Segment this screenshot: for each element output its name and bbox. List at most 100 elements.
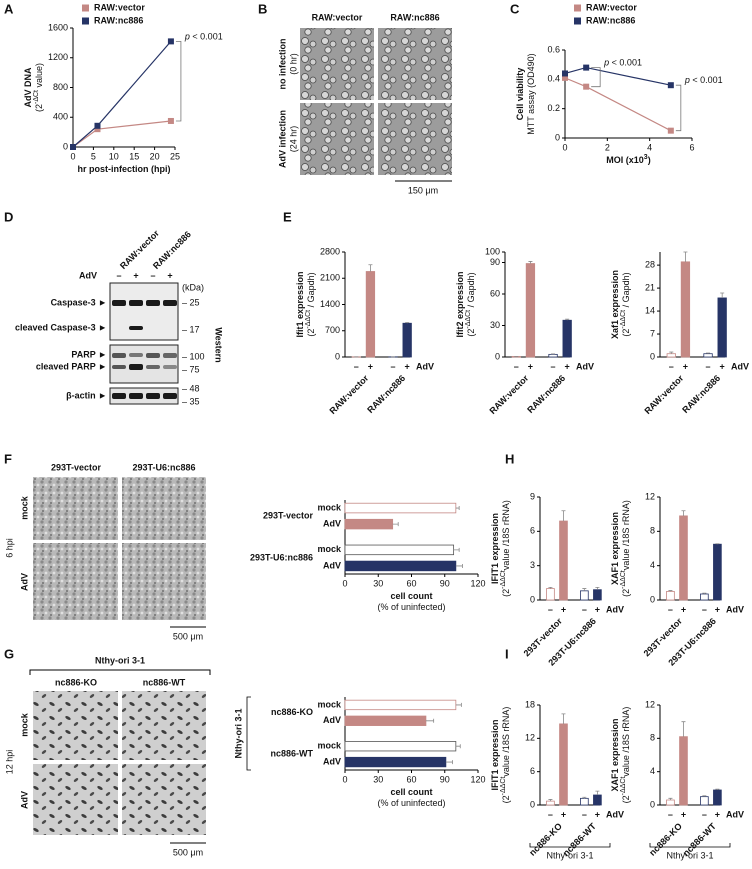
bar	[548, 353, 558, 358]
group-label: RAW:nc886	[365, 373, 407, 415]
y-axis-note: (2-ΔΔCtvalue /18S rRNA)	[500, 500, 512, 597]
bar	[562, 319, 572, 358]
y-axis-note: (2-ΔΔCt / Gapdh)	[305, 272, 317, 336]
x-tick-label: 6	[689, 142, 694, 152]
micrograph	[122, 691, 206, 760]
series-line	[564, 66, 671, 86]
legend-label: RAW:nc886	[94, 15, 143, 25]
category-label: +	[595, 604, 600, 614]
footer-label: Nthy-ori 3-1	[546, 850, 593, 860]
y-tick-label: 0	[650, 594, 655, 604]
y-tick-label: 700	[325, 325, 340, 335]
micrograph	[33, 764, 118, 835]
y-axis-label: Ifit2 expression	[455, 271, 465, 337]
category-label: –	[548, 604, 553, 614]
group-label: nc886-WT	[270, 749, 313, 759]
group-label: RAW:vector	[487, 373, 530, 416]
y-tick-label: 1400	[320, 299, 340, 309]
category-label: mock	[317, 502, 342, 512]
y-tick-label: 4	[650, 766, 655, 776]
x-axis-label-part: cell count	[390, 591, 432, 601]
marker-label: – 75	[182, 364, 200, 374]
micrograph	[122, 543, 206, 620]
error-bar	[453, 547, 460, 552]
category-label: –	[354, 361, 359, 371]
category-label: –	[582, 809, 587, 819]
category-label: –	[706, 361, 711, 371]
y-axis-note-part: -ΔΔCt	[500, 570, 507, 589]
error-bar	[582, 588, 587, 591]
y-axis-note-part: -ΔΔCt	[305, 310, 312, 329]
y-axis-note-part: value /18S rRNA)	[501, 500, 511, 570]
x-axis-label: cell count	[390, 787, 432, 797]
legend-label: RAW:vector	[94, 2, 145, 12]
annotation-part: < 0.001	[190, 32, 223, 42]
bar	[679, 515, 688, 601]
annotation-part: p	[184, 32, 190, 42]
marker-label: – 100	[182, 351, 205, 361]
x-axis-note: (% of uninfected)	[377, 602, 445, 612]
panel-label: H	[505, 451, 514, 466]
panel-label: F	[4, 451, 12, 466]
row-label: (0 hr)	[288, 53, 298, 75]
blot	[109, 387, 179, 405]
error-bar	[668, 797, 673, 800]
y-tick-label: 21	[645, 282, 655, 292]
y-axis-label: Xaf1 expression	[610, 270, 620, 339]
y-axis-note-part: (2	[466, 329, 476, 337]
row-label: mock	[19, 495, 29, 520]
micrograph	[378, 28, 452, 100]
category-label: mock	[317, 544, 342, 554]
y-axis-note-part: (2	[501, 795, 511, 803]
bar	[344, 502, 457, 514]
bar	[713, 789, 722, 806]
category-label: mock	[317, 699, 342, 709]
annotation-part: < 0.001	[690, 76, 723, 86]
x-tick-label: 0	[70, 151, 75, 161]
y-tick-label: 100	[485, 246, 500, 256]
marker-label: – 25	[182, 297, 200, 307]
y-tick-label: 7	[650, 328, 655, 338]
legend-marker	[574, 17, 581, 25]
marker-label: – 35	[182, 396, 200, 406]
x-axis-label-part: MOI (x10	[606, 155, 644, 165]
category-label: AdV	[323, 519, 341, 529]
panel-label: G	[4, 646, 14, 661]
factor-label: AdV	[731, 361, 749, 371]
point	[94, 126, 101, 133]
category-label: mock	[317, 741, 342, 751]
point	[583, 64, 590, 71]
x-tick-label: 4	[647, 142, 652, 152]
category-label: –	[668, 809, 673, 819]
y-axis-note-part: -ΔΔCt	[620, 310, 627, 329]
y-tick-label: 1200	[48, 52, 68, 62]
y-tick-label: 2100	[320, 273, 340, 283]
error-bar	[445, 760, 453, 765]
row-label: (24 hr)	[288, 126, 298, 153]
y-tick-label: 12	[645, 699, 655, 709]
y-axis-note-part: value /18S rRNA)	[501, 707, 511, 777]
bar	[344, 756, 447, 768]
y-axis-label-part: Ifit1 expression	[295, 271, 305, 337]
column-label: nc886-WT	[143, 677, 186, 687]
category-label: –	[668, 604, 673, 614]
x-tick-label: 5	[91, 151, 96, 161]
error-bar	[455, 563, 463, 568]
y-tick-label: 0	[495, 351, 500, 361]
error-bar	[683, 251, 688, 262]
group-label: RAW:vector	[642, 373, 685, 416]
band-label: Caspase-3 ►	[51, 297, 107, 307]
legend-label: RAW:nc886	[586, 15, 635, 25]
y-axis-note: (2-ΔΔCtvalue /18S rRNA)	[500, 707, 512, 804]
category-label: +	[681, 604, 686, 614]
x-axis-label-part: )	[648, 155, 651, 165]
y-axis-label-part: XAF1 expression	[610, 512, 620, 585]
x-tick-label: 30	[373, 774, 383, 784]
bar	[666, 353, 676, 358]
row-label: AdV	[19, 791, 29, 809]
row-label: no infection	[277, 39, 287, 90]
band-label: cleaved Caspase-3 ►	[15, 322, 107, 332]
marker-label: – 48	[182, 383, 200, 393]
legend-marker	[82, 17, 89, 25]
bar	[344, 741, 457, 752]
